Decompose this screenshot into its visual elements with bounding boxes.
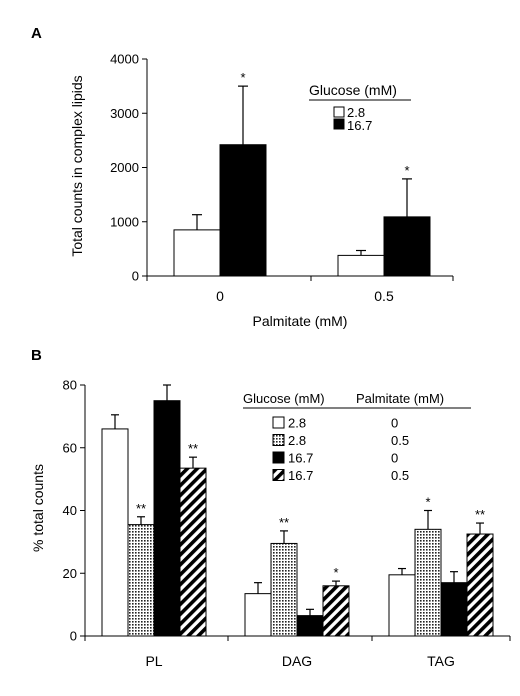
panel-a-significance-marker: * xyxy=(404,163,409,178)
panel-b-legend: Glucose (mM) Palmitate (mM) 2.8 0 2.8 0.5 16… xyxy=(243,391,471,483)
panel-b-significance-marker: ** xyxy=(188,441,198,456)
panel-a-bar-0-5-0 xyxy=(337,254,385,277)
panel-b-y-tick-label: 60 xyxy=(63,440,77,455)
panel-b-bar-pl-3 xyxy=(179,467,207,637)
panel-b-legend-swatch-dotted xyxy=(272,434,285,446)
panel-b-bar-tag-1 xyxy=(414,528,442,637)
panel-a-category-label-0-5: 0.5 xyxy=(374,288,394,304)
panel-b-legend-glucose-2-8: 2.8 xyxy=(288,416,306,431)
legend-swatch-white xyxy=(333,106,345,118)
panel-b-legend-palmitate-0: 0 xyxy=(391,416,398,431)
panel-b-y-axis-label: % total counts xyxy=(30,464,46,552)
panel-b-legend-palmitate-0-5: 0.5 xyxy=(391,433,409,448)
panel-a-legend-title: Glucose (mM) xyxy=(309,82,397,98)
panel-b-significance-marker: * xyxy=(333,565,338,580)
panel-b-bar-pl-0 xyxy=(101,428,129,637)
panel-a-y-tick-label: 2000 xyxy=(110,160,139,175)
panel-b-y-tick-label: 80 xyxy=(63,378,77,393)
panel-a-bar-0-1 xyxy=(219,144,267,277)
panel-a-chart: A Total counts in complex lipids Palmita… xyxy=(31,25,454,329)
panel-b-y-tick-label: 20 xyxy=(63,566,77,581)
panel-a-y-tick-label: 3000 xyxy=(110,106,139,121)
panel-a-y-axis-label: Total counts in complex lipids xyxy=(69,75,85,256)
panel-b-legend-glucose-16-7: 16.7 xyxy=(288,468,313,483)
panel-b-bar-dag-1 xyxy=(270,542,298,637)
panel-b-legend-palmitate-0: 0 xyxy=(391,451,398,466)
panel-b-bar-pl-2 xyxy=(153,400,181,637)
panel-a-bar-0-5-1 xyxy=(383,216,431,277)
panel-b-legend-glucose-16-7: 16.7 xyxy=(288,451,313,466)
panel-b-legend-glucose-2-8: 2.8 xyxy=(288,433,306,448)
panel-b-bar-tag-3 xyxy=(466,533,494,637)
panel-b-significance-marker: ** xyxy=(136,501,146,516)
panel-a-y-tick-label: 0 xyxy=(132,269,139,284)
panel-b-label: B xyxy=(31,347,42,364)
panel-b-category-label-tag: TAG xyxy=(427,653,455,669)
legend-label-glucose-16-7: 16.7 xyxy=(347,118,372,133)
panel-b-significance-marker: * xyxy=(425,495,430,510)
panel-b-category-label-dag: DAG xyxy=(282,653,312,669)
panel-b-y-tick-label: 40 xyxy=(63,503,77,518)
panel-a-bar-0-0 xyxy=(173,229,221,277)
panel-b-bar-tag-0 xyxy=(388,574,416,637)
panel-b-bar-pl-1 xyxy=(127,524,155,637)
panel-b-legend-swatch-black xyxy=(272,451,285,464)
panel-a-category-label-0: 0 xyxy=(216,288,224,304)
panel-b-legend-swatch-white xyxy=(272,416,285,429)
panel-a-x-axis-label: Palmitate (mM) xyxy=(253,313,348,329)
panel-a-y-tick-label: 4000 xyxy=(110,52,139,67)
panel-b-legend-swatch-hatched xyxy=(272,469,285,481)
panel-a-significance-marker: * xyxy=(240,70,245,85)
panel-b-bar-dag-0 xyxy=(244,593,272,637)
panel-b-legend-title-palmitate: Palmitate (mM) xyxy=(356,391,444,406)
panel-b-bar-dag-2 xyxy=(296,615,324,637)
panel-b-significance-marker: ** xyxy=(475,507,485,522)
panel-a-y-tick-label: 1000 xyxy=(110,214,139,229)
panel-b-category-label-pl: PL xyxy=(145,653,162,669)
panel-b-y-tick-label: 0 xyxy=(70,629,77,644)
panel-b-significance-marker: ** xyxy=(279,515,289,530)
panel-b-bar-dag-3 xyxy=(322,585,350,637)
panel-b-legend-title-glucose: Glucose (mM) xyxy=(243,391,325,406)
legend-swatch-black xyxy=(333,118,345,130)
panel-b-legend-palmitate-0-5: 0.5 xyxy=(391,468,409,483)
panel-a-label: A xyxy=(31,25,42,42)
panel-b-bar-tag-2 xyxy=(440,582,468,637)
panel-a-legend: Glucose (mM) 2.8 16.7 xyxy=(309,82,411,133)
legend-label-glucose-2-8: 2.8 xyxy=(347,105,365,120)
